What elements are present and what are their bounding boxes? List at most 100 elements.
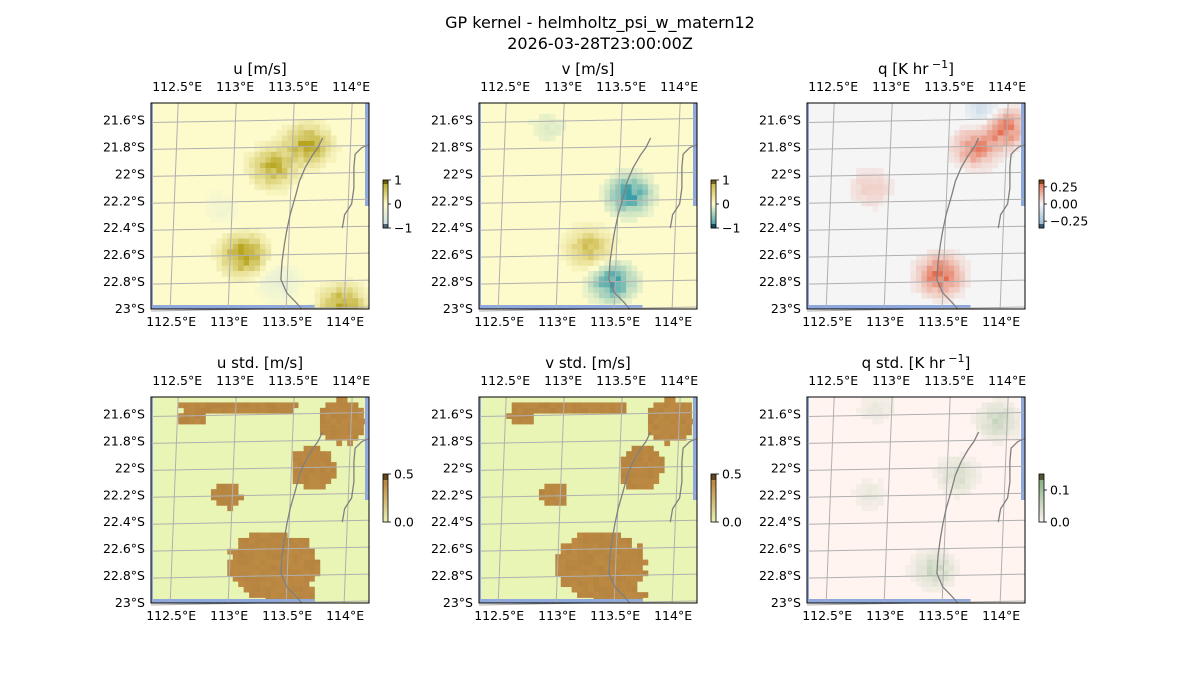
field-cell <box>959 478 966 485</box>
field-cell <box>954 462 960 468</box>
field-cell <box>637 565 643 571</box>
colorbar-segment <box>383 202 388 205</box>
field-cell <box>943 281 949 288</box>
ocean-strip <box>1021 103 1025 206</box>
colorbar-frame <box>710 473 717 523</box>
colorbar-segment <box>383 516 388 519</box>
field-cell <box>577 543 583 550</box>
field-cell <box>189 407 195 414</box>
field-cell <box>298 548 304 555</box>
field-cell <box>254 407 261 414</box>
field-cell <box>528 407 534 414</box>
field-cell <box>598 189 605 196</box>
field-cell <box>588 402 594 409</box>
field-cell <box>631 575 638 582</box>
field-cell <box>926 249 933 256</box>
field-cell <box>352 418 359 425</box>
field-cell <box>932 565 939 571</box>
field-cell <box>916 581 922 588</box>
field-cell <box>566 238 572 245</box>
field-cell <box>260 178 266 185</box>
colorbar-segment <box>711 198 716 201</box>
field-cell <box>232 554 239 560</box>
field-cell <box>609 287 616 294</box>
field-cell <box>932 281 939 288</box>
field-cell <box>238 238 244 245</box>
field-cell <box>287 173 293 180</box>
colorbar: 0.250.00−0.25 <box>1038 179 1088 229</box>
y-tick-label: 21.6°S <box>431 113 473 128</box>
field-cell <box>358 429 364 436</box>
field-cell <box>926 281 933 288</box>
field-cell <box>232 254 239 261</box>
field-cell <box>205 407 212 414</box>
field-cell <box>916 276 922 283</box>
field-cell <box>620 456 627 463</box>
field-cell <box>598 276 605 283</box>
field-cell <box>227 494 234 501</box>
field-cell <box>1008 119 1015 125</box>
field-cell <box>1003 397 1009 403</box>
field-cell <box>303 592 310 598</box>
x-tick-label-top: 114°E <box>332 79 370 94</box>
field-cell <box>937 254 944 261</box>
field-cell <box>604 565 611 571</box>
field-cell <box>615 592 621 598</box>
field-cell <box>653 467 660 474</box>
colorbar-segment <box>1039 210 1044 213</box>
field-cell <box>615 548 621 555</box>
colorbar-segment <box>711 182 716 185</box>
field-cell <box>254 151 261 158</box>
field-cell <box>336 424 343 430</box>
field-cell <box>325 130 332 136</box>
field-cell <box>626 483 632 490</box>
field-cell <box>281 271 288 277</box>
field-cell <box>653 451 660 457</box>
field-cell <box>970 124 977 131</box>
field-cell <box>631 168 638 174</box>
field-cell <box>265 575 272 582</box>
field-cell <box>970 130 977 136</box>
field-cell <box>309 135 315 142</box>
field-cell <box>637 168 643 174</box>
field-cell <box>227 271 234 277</box>
field-cell <box>227 195 234 201</box>
field-cell <box>566 227 572 234</box>
axes-frame <box>478 102 698 310</box>
field-cell <box>571 222 578 228</box>
field-cell <box>270 298 277 304</box>
meridian-line <box>941 102 951 310</box>
field-cell <box>319 472 326 479</box>
field-cell <box>593 402 600 409</box>
x-tick-label-top: 112.5°E <box>152 373 202 388</box>
field-cell <box>626 456 632 463</box>
field-cell <box>598 298 605 304</box>
colorbar-segment <box>711 484 716 487</box>
field-cell <box>926 581 933 588</box>
field-cell <box>352 287 359 294</box>
parallel-line <box>478 465 698 471</box>
colorbar-segment <box>383 478 388 481</box>
field-cell <box>571 543 578 550</box>
field-cell <box>571 243 578 250</box>
field-cell <box>637 451 643 457</box>
field-cell <box>932 548 939 555</box>
field-cell <box>856 489 862 495</box>
colorbar-segment <box>383 514 388 517</box>
field-cell <box>631 173 638 180</box>
field-cell <box>856 178 862 185</box>
field-cell <box>566 565 572 571</box>
parallel-line <box>806 279 1026 285</box>
field-cell <box>642 592 649 598</box>
field-cell <box>910 570 917 577</box>
field-cell <box>975 424 982 430</box>
field-cell <box>216 265 223 272</box>
field-cell <box>997 413 1004 419</box>
field-cell <box>658 467 665 474</box>
field-cell <box>571 265 578 272</box>
field-cell <box>877 184 884 191</box>
field-cell <box>205 402 212 409</box>
field-cell <box>954 565 960 571</box>
field-cell <box>298 456 304 463</box>
field-cell <box>243 162 250 169</box>
